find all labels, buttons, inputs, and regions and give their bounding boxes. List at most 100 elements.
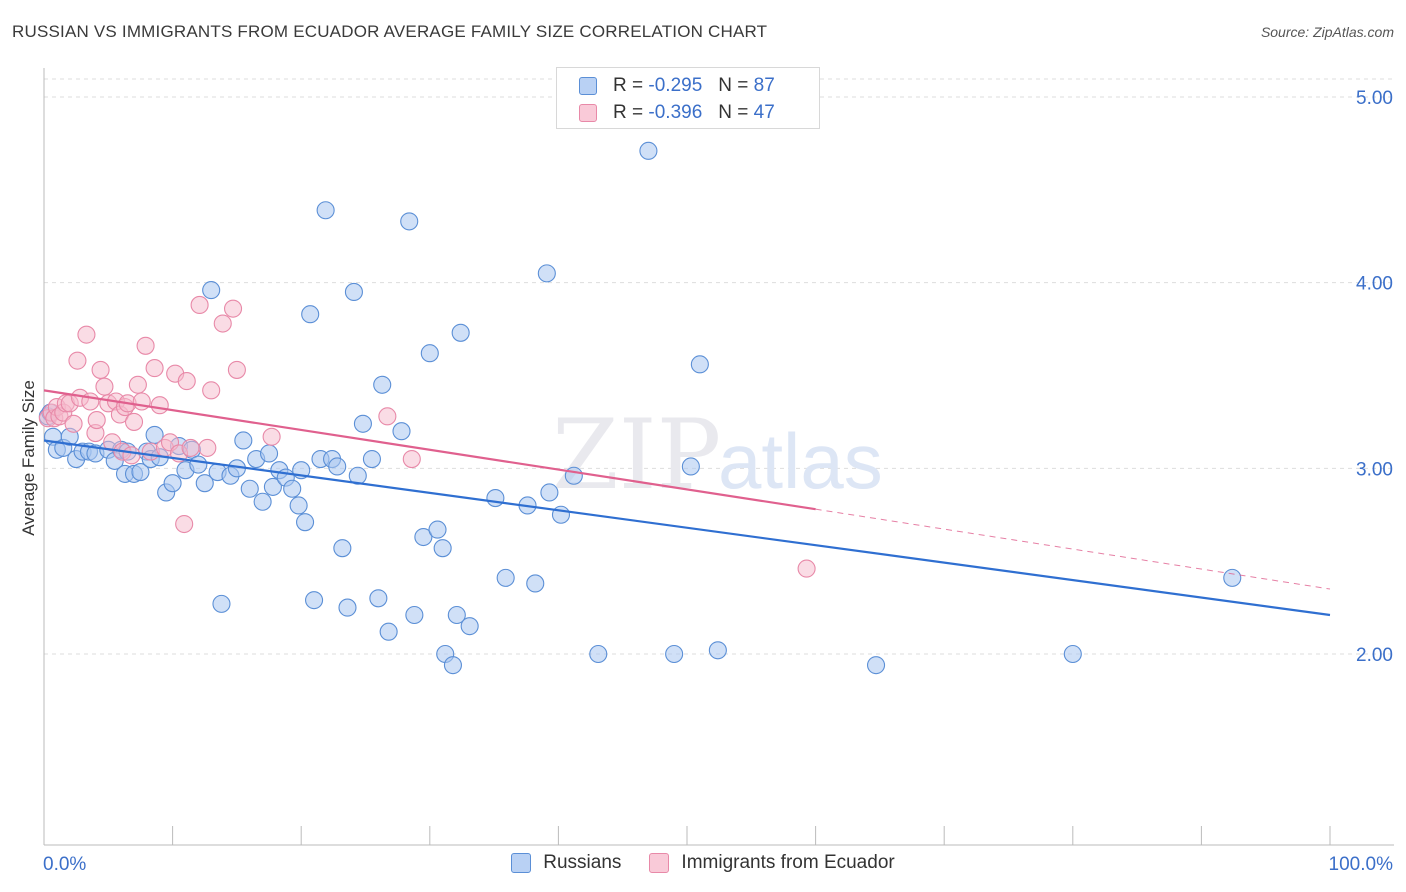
- russians-point: [451, 323, 470, 342]
- ecuador-point: [95, 377, 114, 396]
- ecuador-legend-swatch: [649, 853, 670, 873]
- n-label: N =: [718, 102, 749, 123]
- legend-label-russians: Russians: [543, 852, 622, 873]
- russians-point: [344, 282, 363, 302]
- russians-point: [212, 594, 231, 613]
- ecuador-point: [128, 375, 147, 394]
- n-label: N =: [718, 75, 749, 96]
- russians-point: [447, 605, 466, 625]
- r-label: R =: [613, 102, 644, 123]
- russians-point: [283, 479, 302, 498]
- russians-point: [145, 425, 164, 444]
- russians-point: [379, 622, 398, 641]
- ecuador-point: [132, 392, 151, 411]
- russians-point: [333, 539, 352, 558]
- russians-point: [289, 496, 308, 515]
- ecuador-point: [190, 295, 209, 314]
- n-value: 87: [753, 75, 775, 96]
- ecuador-point: [227, 360, 246, 379]
- watermark: ZIP atlas: [552, 399, 883, 511]
- ecuador-point: [213, 314, 232, 333]
- russians-point: [296, 513, 315, 532]
- russians-point: [240, 479, 259, 498]
- chart-title: RUSSIAN VS IMMIGRANTS FROM ECUADOR AVERA…: [12, 22, 768, 41]
- russians-swatch: [579, 77, 597, 95]
- ecuador-point: [198, 438, 217, 457]
- russians-point: [589, 644, 608, 664]
- russians-point: [400, 212, 419, 231]
- russians-point: [460, 617, 479, 636]
- ecuador-point: [64, 414, 83, 433]
- russians-point: [537, 264, 556, 283]
- correlation-legend: R = -0.295 N = 87 R = -0.396 N = 47: [556, 67, 820, 129]
- ecuador-point: [124, 412, 144, 431]
- russians-point: [866, 656, 886, 675]
- y-tick-label: 4.00: [1356, 274, 1393, 295]
- russians-point: [234, 431, 253, 450]
- axes: [43, 68, 1394, 846]
- r-label: R =: [613, 75, 644, 96]
- ecuador-point: [181, 438, 200, 457]
- russians-point: [202, 281, 221, 300]
- ecuador-point: [402, 449, 421, 469]
- ecuador-trend-line: [43, 389, 816, 511]
- russians-point: [328, 457, 347, 476]
- russians-point: [1223, 568, 1242, 587]
- ecuador-point: [177, 372, 196, 391]
- ecuador-trend-extension: [815, 508, 1331, 590]
- russians-point: [405, 605, 424, 625]
- ecuador-point: [145, 359, 164, 378]
- legend-row-ecuador: R = -0.396 N = 47: [579, 101, 775, 125]
- russians-point: [353, 414, 372, 433]
- russians-point: [433, 539, 452, 558]
- legend-item-ecuador: Immigrants from Ecuador: [649, 852, 895, 874]
- legend-item-russians: Russians: [511, 852, 621, 874]
- ecuador-swatch: [579, 104, 597, 122]
- x-tick-label-end: 100.0%: [1329, 854, 1394, 875]
- watermark-zip: ZIP: [552, 399, 721, 511]
- russians-point: [338, 598, 357, 617]
- russians-point: [348, 466, 367, 485]
- y-axis-label: Average Family Size: [19, 380, 38, 536]
- russians-point: [564, 466, 583, 485]
- russians-point: [496, 568, 515, 587]
- grid-lines: [44, 78, 1394, 655]
- russians-point: [259, 444, 279, 463]
- russians-point: [420, 344, 439, 363]
- russians-point: [362, 449, 381, 469]
- ecuador-point: [378, 407, 397, 426]
- russians-point: [690, 355, 709, 374]
- y-tick-label: 3.00: [1356, 459, 1393, 480]
- russians-point: [373, 375, 392, 394]
- ecuador-point: [202, 381, 221, 400]
- x-tick-label-start: 0.0%: [43, 854, 86, 875]
- ecuador-point: [68, 351, 87, 370]
- russians-point: [189, 455, 208, 474]
- ecuador-point: [122, 446, 141, 465]
- n-value: 47: [753, 102, 775, 123]
- y-tick-label: 5.00: [1356, 88, 1393, 109]
- watermark-atlas: atlas: [718, 417, 883, 505]
- legend-row-russians: R = -0.295 N = 87: [579, 74, 775, 98]
- y-tick-label: 2.00: [1356, 645, 1393, 666]
- ecuador-point: [150, 396, 169, 415]
- russians-point: [486, 488, 505, 508]
- russians-points: [38, 141, 1242, 675]
- russians-point: [263, 477, 282, 496]
- russians-point: [1063, 644, 1082, 664]
- ecuador-point: [136, 336, 155, 355]
- russians-point: [253, 492, 272, 511]
- bottom-legend: Russians Immigrants from Ecuador: [0, 852, 1406, 874]
- russians-point: [443, 656, 462, 675]
- legend-label-ecuador: Immigrants from Ecuador: [681, 852, 895, 873]
- ecuador-point: [87, 411, 106, 430]
- ecuador-point: [797, 559, 816, 578]
- r-value: -0.396: [648, 102, 703, 123]
- russians-legend-swatch: [511, 853, 532, 873]
- r-value: -0.295: [648, 75, 703, 96]
- ecuador-point: [262, 427, 281, 446]
- ecuador-point: [175, 514, 194, 534]
- russians-point: [681, 457, 700, 476]
- russians-point: [414, 527, 433, 547]
